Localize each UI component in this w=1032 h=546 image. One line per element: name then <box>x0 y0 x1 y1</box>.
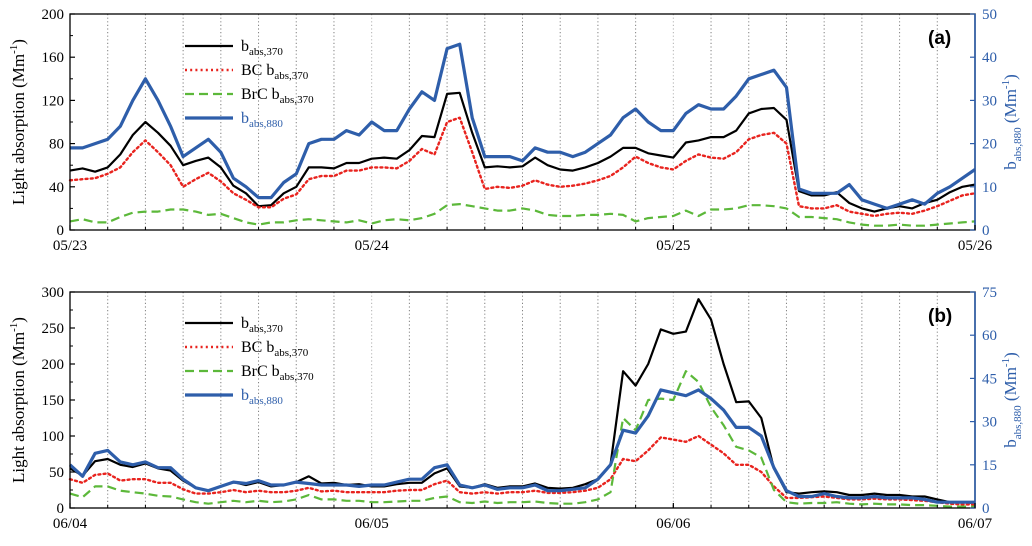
x-tick-label: 06/04 <box>53 516 88 532</box>
y-axis-label: Light absorption (Mm-1) <box>8 39 28 205</box>
x-tick-label: 05/26 <box>958 238 993 254</box>
series-line-b880 <box>70 42 976 210</box>
y-axis-label: Light absorption (Mm-1) <box>8 317 28 483</box>
y2-tick-label: 30 <box>982 93 997 109</box>
y-tick-label: 200 <box>42 7 65 23</box>
legend: babs,370 BC babs,370 BrC babs,370 babs,880 <box>185 315 314 407</box>
legend-label-bc: BC babs,370 <box>241 62 309 82</box>
x-tick-label: 06/05 <box>355 516 389 532</box>
panel-a: 0 40 80 120 160 200 0 10 20 30 40 50 05/23 05/24 05/25… <box>8 7 1024 254</box>
y2-axis-label: babs,880 (Mm-1) <box>1000 74 1024 170</box>
x-tick-label: 05/25 <box>656 238 690 254</box>
legend-label-total: babs,370 <box>241 38 283 58</box>
y-tick-label: 100 <box>42 429 65 445</box>
y2-tick-label: 50 <box>982 7 997 23</box>
y-tick-label: 50 <box>49 465 64 481</box>
y-tick-label: 0 <box>57 501 65 517</box>
y2-tick-label: 0 <box>982 223 990 239</box>
y-tick-label: 160 <box>42 50 65 66</box>
panel-b: 0 50 100 150 200 250 300 0 15 30 45 60 75 06/04 06/05 0… <box>8 285 1024 532</box>
y2-tick-label: 20 <box>982 137 997 153</box>
y-tick-label: 0 <box>57 223 65 239</box>
y2-tick-label: 60 <box>982 328 997 344</box>
series-line-brc <box>69 370 975 508</box>
y-tick-label: 200 <box>42 357 65 373</box>
legend-label-brc: BrC babs,370 <box>241 86 314 106</box>
x-tick-label: 06/06 <box>656 516 691 532</box>
legend-label-bc: BC babs,370 <box>241 339 309 359</box>
legend-label-total: babs,370 <box>241 315 283 335</box>
series-line-bc <box>68 434 977 506</box>
panel-label: (a) <box>928 28 951 49</box>
x-tick-label: 06/07 <box>958 516 993 532</box>
series-line-b880 <box>68 388 975 504</box>
y2-tick-label: 0 <box>982 501 990 517</box>
y2-tick-label: 10 <box>982 180 997 196</box>
y-tick-label: 80 <box>49 137 64 153</box>
y2-tick-label: 45 <box>982 371 997 387</box>
x-tick-label: 05/24 <box>355 238 390 254</box>
y-tick-label: 300 <box>42 285 65 301</box>
legend-label-brc: BrC babs,370 <box>241 363 314 383</box>
legend-label-b880: babs,880 <box>241 387 283 407</box>
y2-axis-label: babs,880 (Mm-1) <box>1000 352 1024 448</box>
legend: babs,370 BC babs,370 BrC babs,370 babs,880 <box>185 38 314 130</box>
series-line-total <box>69 91 976 213</box>
y2-tick-label: 75 <box>982 285 997 301</box>
y-tick-label: 250 <box>42 321 65 337</box>
legend-label-b880: babs,880 <box>241 110 283 130</box>
panel-label: (b) <box>928 306 952 327</box>
y-tick-label: 120 <box>42 93 65 109</box>
series-line-brc <box>69 203 976 227</box>
y2-tick-label: 30 <box>982 415 997 431</box>
y2-tick-label: 15 <box>982 458 997 474</box>
y-tick-label: 40 <box>49 180 64 196</box>
series-line-bc <box>68 116 977 218</box>
x-tick-label: 05/23 <box>53 238 87 254</box>
y2-tick-label: 40 <box>982 50 997 66</box>
y-tick-label: 150 <box>42 393 65 409</box>
